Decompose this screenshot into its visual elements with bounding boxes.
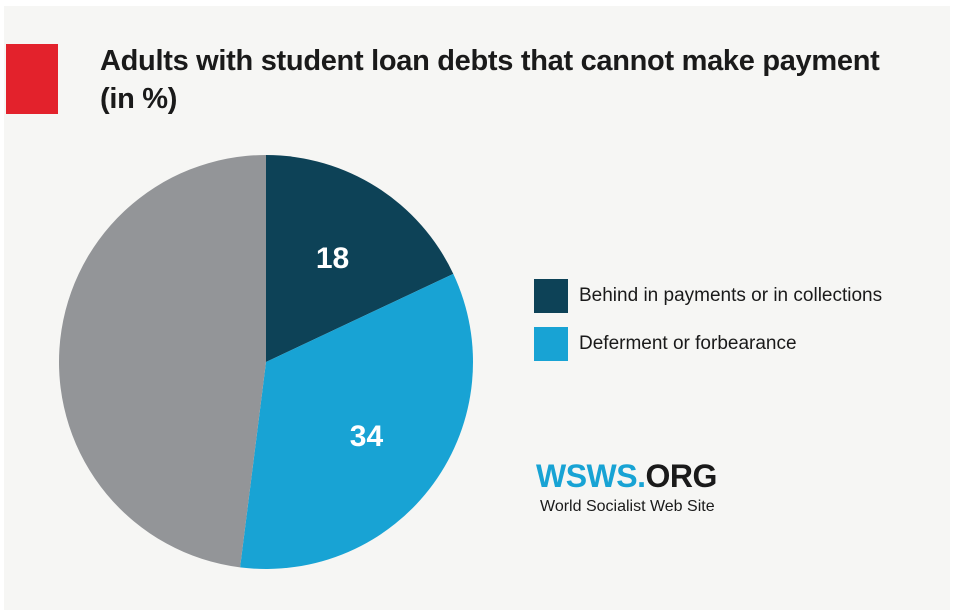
chart-legend: Behind in payments or in collections Def…	[534, 279, 882, 375]
chart-title-line-2: (in %)	[100, 83, 178, 115]
pie-slice-1	[266, 155, 454, 362]
brand-tagline: World Socialist Web Site	[540, 498, 715, 515]
brand-logo-primary: WSWS.	[536, 458, 646, 494]
pie-slice-label-1: 18	[316, 242, 349, 275]
legend-label-behind: Behind in payments or in collections	[579, 285, 883, 306]
chart-title-line-1: Adults with student loan debts that cann…	[100, 45, 880, 77]
pie-slice-3	[58, 155, 267, 568]
accent-block	[6, 44, 58, 114]
brand-logo: WSWS.ORG	[536, 458, 717, 494]
legend-item-deferment: Deferment or forbearance	[534, 327, 882, 361]
pie-slice-label-2: 34	[350, 420, 384, 453]
chart-title: Adults with student loan debts that cann…	[100, 42, 920, 118]
brand-logo-secondary: ORG	[645, 458, 717, 494]
legend-label-deferment: Deferment or forbearance	[579, 333, 797, 354]
legend-item-behind: Behind in payments or in collections	[534, 279, 882, 313]
legend-swatch-behind	[534, 279, 568, 313]
legend-swatch-deferment	[534, 327, 568, 361]
pie-slice-2	[240, 273, 473, 569]
brand-block: WSWS.ORG World Socialist Web Site	[536, 458, 717, 516]
